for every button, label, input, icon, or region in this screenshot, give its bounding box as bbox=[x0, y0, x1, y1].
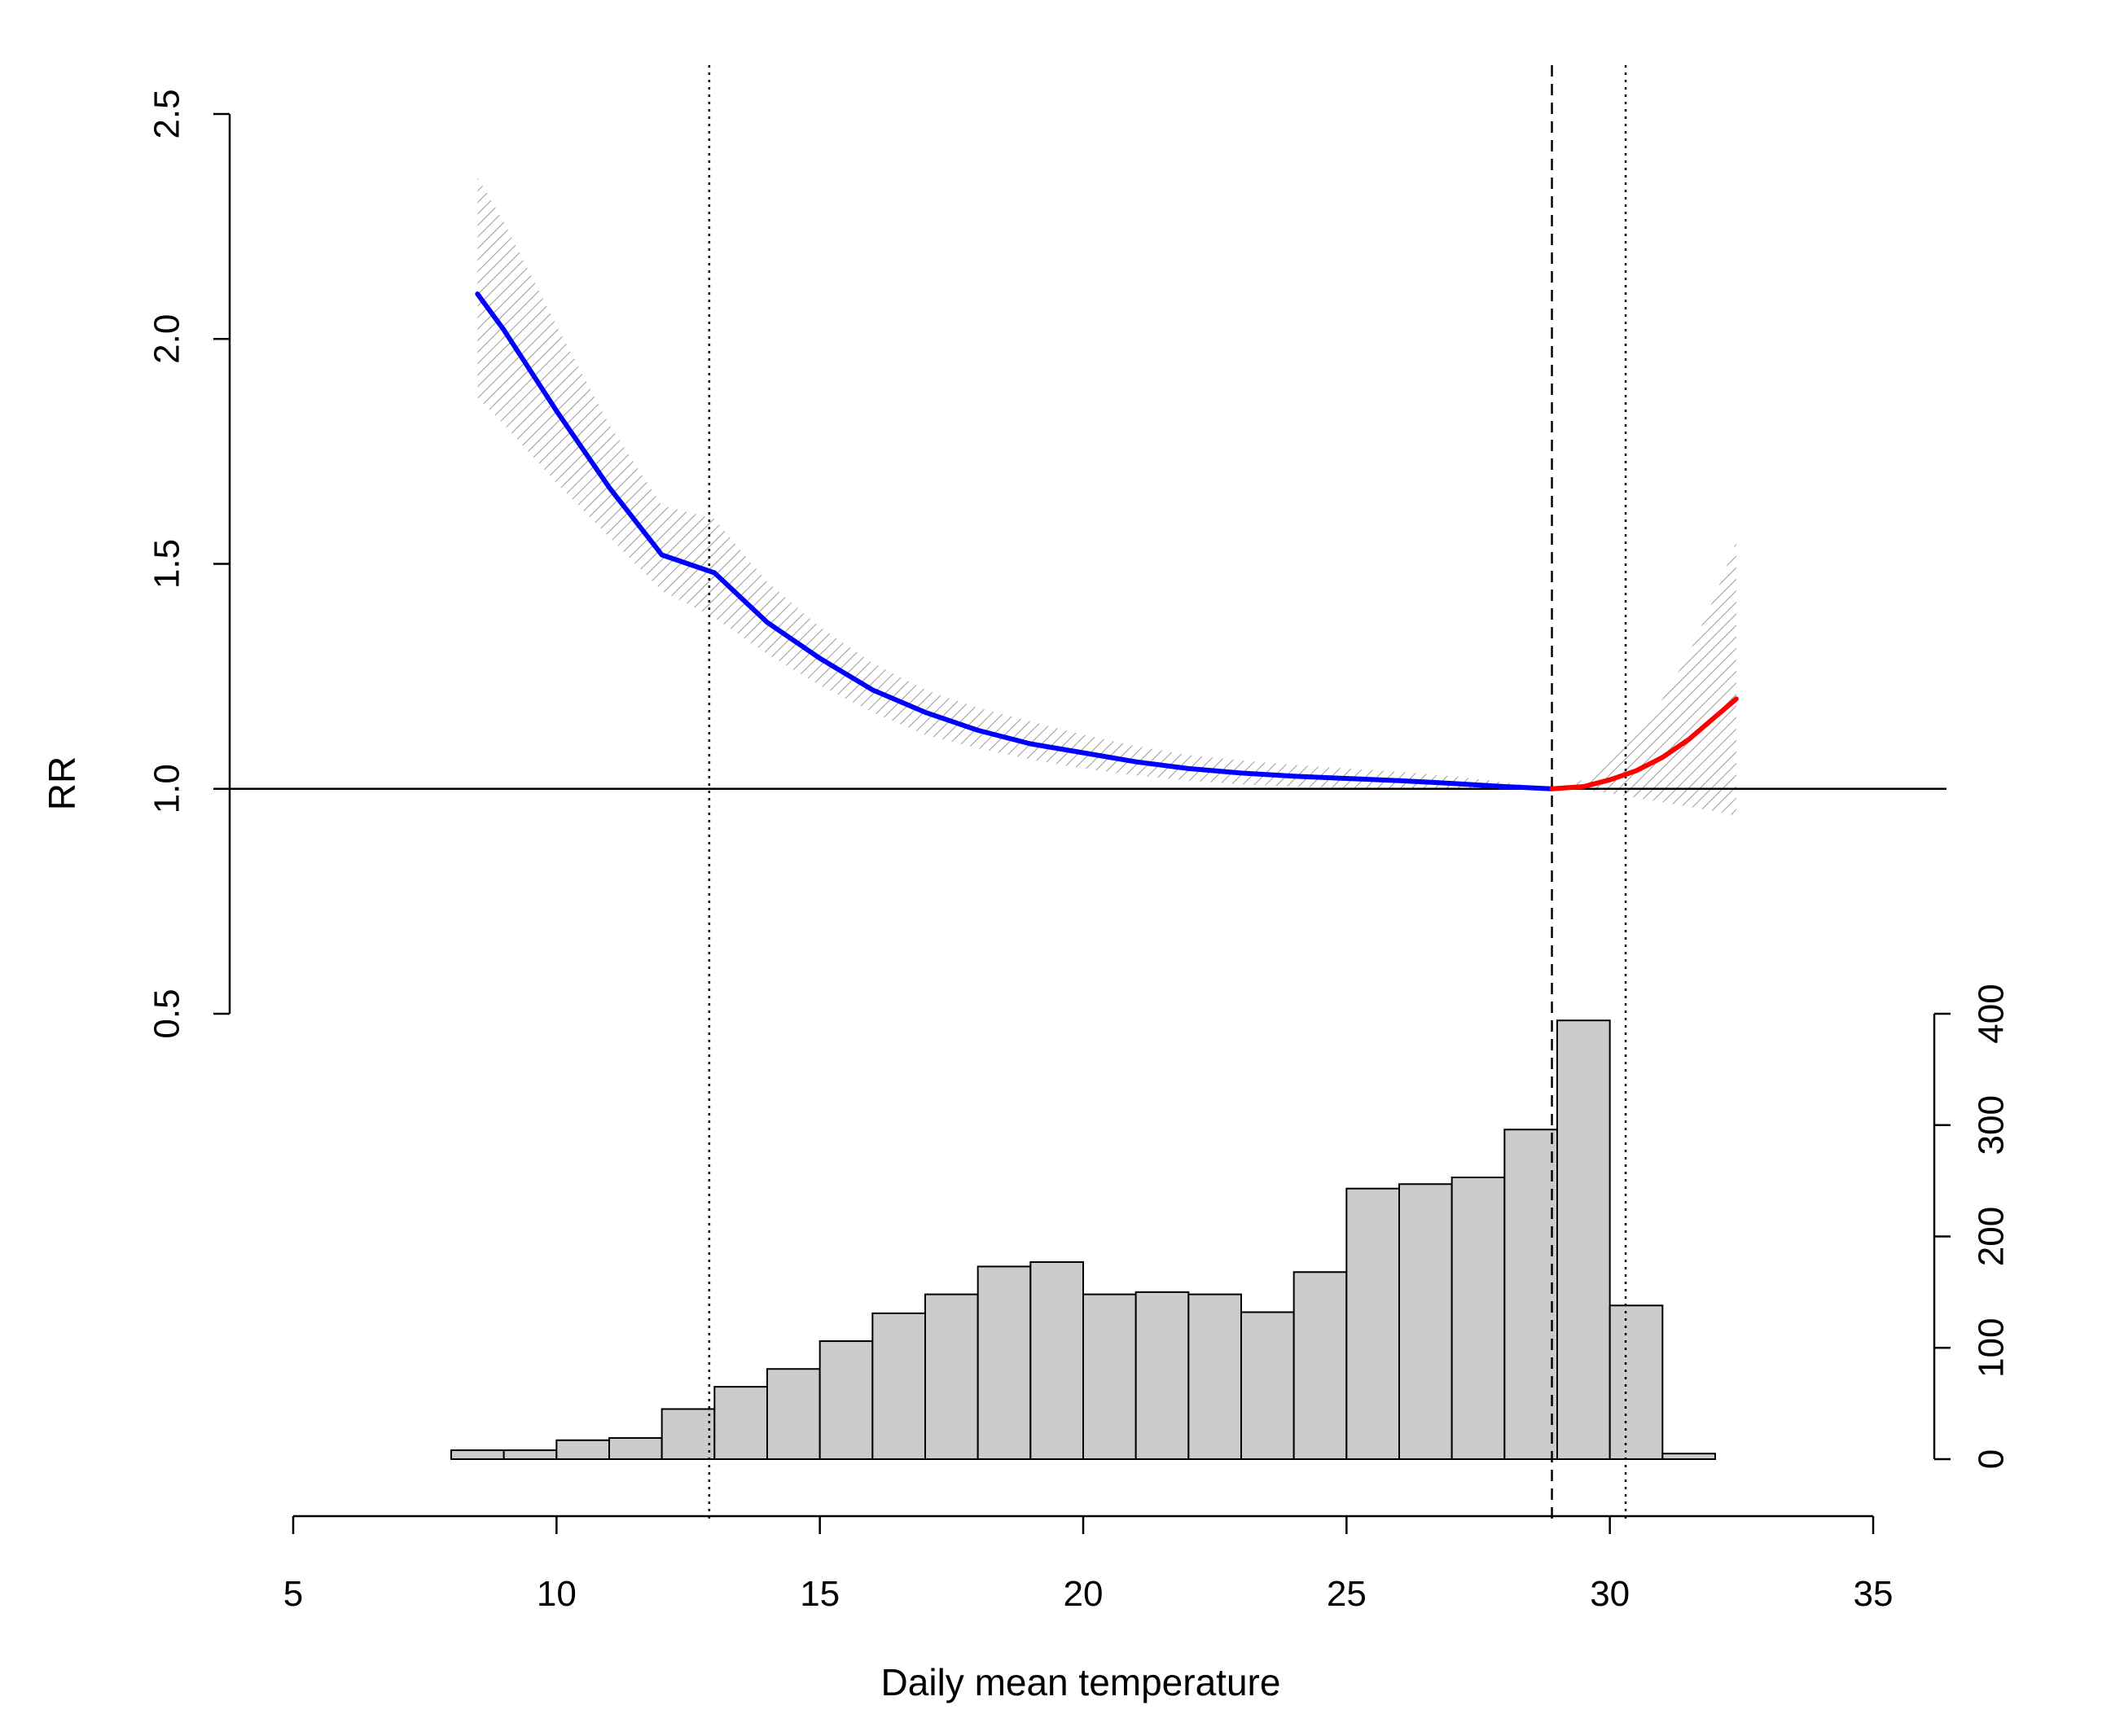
histogram-bar bbox=[871, 1312, 927, 1461]
histogram-bar bbox=[1292, 1271, 1348, 1461]
confidence-band-2 bbox=[1551, 541, 1736, 816]
histogram-bar bbox=[1398, 1183, 1453, 1461]
histogram-bar bbox=[1187, 1293, 1243, 1460]
axes: 0.5 1.0 1.5 2.0 2.5 5 10 15 20 25 30 35 0 100 200 300 40… bbox=[147, 89, 2012, 1614]
rr-curves bbox=[475, 292, 1739, 791]
count-tick-label: 300 bbox=[1972, 1095, 2012, 1155]
y-tick-label: 1.0 bbox=[147, 764, 187, 813]
y-tick-label: 2.5 bbox=[147, 89, 187, 138]
x-tick-label: 10 bbox=[537, 1574, 577, 1614]
histogram-bar bbox=[608, 1437, 663, 1460]
histogram-bar bbox=[819, 1340, 874, 1461]
histogram-bar bbox=[450, 1449, 505, 1461]
histogram bbox=[450, 1019, 1717, 1461]
histogram-bar bbox=[924, 1293, 979, 1460]
histogram-bar bbox=[1240, 1311, 1295, 1460]
count-tick-label: 400 bbox=[1972, 984, 2012, 1043]
x-tick-label: 35 bbox=[1854, 1574, 1894, 1614]
y-axis-label: RR bbox=[41, 756, 83, 810]
x-tick-label: 25 bbox=[1327, 1574, 1367, 1614]
y-tick-label: 1.5 bbox=[147, 539, 187, 589]
histogram-bar bbox=[1082, 1293, 1137, 1460]
count-tick-label: 0 bbox=[1972, 1449, 2012, 1469]
x-tick-label: 20 bbox=[1064, 1574, 1104, 1614]
histogram-bar bbox=[977, 1265, 1032, 1460]
y-tick-label: 2.0 bbox=[147, 314, 187, 364]
rr-curve-1 bbox=[475, 292, 1555, 791]
reference-lines bbox=[226, 65, 1946, 1519]
count-tick-label: 100 bbox=[1972, 1318, 2012, 1378]
histogram-bar bbox=[1608, 1304, 1664, 1461]
histogram-bar bbox=[766, 1368, 821, 1461]
histogram-bar bbox=[1503, 1129, 1559, 1460]
confidence-band-1 bbox=[477, 177, 1552, 790]
x-tick-label: 15 bbox=[800, 1574, 840, 1614]
histogram-bar bbox=[1345, 1187, 1401, 1460]
histogram-bar bbox=[1661, 1453, 1717, 1460]
histogram-bar bbox=[1556, 1019, 1611, 1460]
x-axis-label: Daily mean temperature bbox=[881, 1661, 1281, 1703]
histogram-bar bbox=[713, 1386, 768, 1461]
y-tick-label: 0.5 bbox=[147, 989, 187, 1038]
x-tick-label: 30 bbox=[1590, 1574, 1630, 1614]
x-tick-label: 5 bbox=[283, 1574, 303, 1614]
histogram-bar bbox=[661, 1408, 716, 1461]
confidence-bands bbox=[477, 177, 1736, 816]
histogram-bar bbox=[1134, 1291, 1190, 1460]
histogram-bar bbox=[555, 1439, 610, 1460]
histogram-bar bbox=[503, 1449, 558, 1461]
histogram-bar bbox=[1029, 1260, 1085, 1461]
rr-curve-2 bbox=[1549, 696, 1739, 791]
histogram-bar bbox=[1450, 1177, 1506, 1460]
count-tick-label: 200 bbox=[1972, 1207, 2012, 1266]
